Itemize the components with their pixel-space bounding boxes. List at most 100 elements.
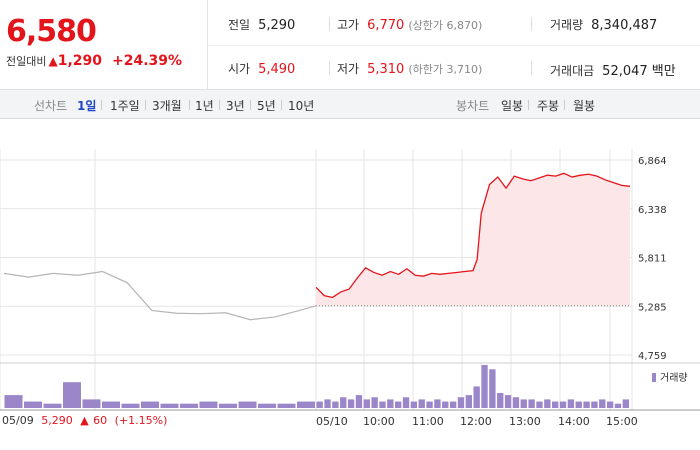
volume-bar	[544, 399, 551, 408]
ref-up-arrow-icon: ▲	[80, 414, 89, 427]
divider	[219, 100, 220, 110]
x-tick-label: 05/10	[316, 415, 348, 428]
volume-bar	[43, 403, 62, 408]
y-tick-label: 5,285	[638, 302, 667, 313]
volume-bar	[63, 382, 81, 408]
tab-1d[interactable]: 1일	[77, 99, 97, 113]
volume-bar	[489, 369, 496, 408]
divider	[531, 17, 532, 31]
volume-bar	[614, 403, 622, 408]
divider	[531, 61, 532, 75]
high-value: 6,770	[367, 18, 405, 33]
price-area-fill	[316, 173, 630, 306]
volume-bar	[410, 401, 418, 408]
volume-bar	[395, 401, 402, 408]
volume-bar	[575, 401, 582, 408]
y-tick-label: 6,338	[638, 205, 667, 216]
prev-close: 전일 5,290	[228, 16, 295, 33]
reference-price-label: 05/09 5,290 ▲ 60 (+1.15%)	[2, 414, 167, 427]
volume-bar	[24, 401, 42, 408]
volume-bar	[583, 401, 590, 408]
tab-1y[interactable]: 1년	[195, 99, 214, 113]
current-day-line	[315, 172, 631, 299]
volume-bar	[238, 401, 257, 408]
lower-limit-note: (하한가 3,710)	[408, 63, 483, 76]
volume-bar	[316, 401, 323, 408]
volume-bar	[347, 399, 355, 408]
tab-10y[interactable]: 10년	[288, 99, 315, 113]
low-value: 5,310	[367, 62, 405, 77]
quote-header: 6,580 전일대비 ▲1,290 +24.39% 전일 5,290 시가 5,490 …	[0, 0, 700, 90]
line-chart-label: 선차트	[34, 99, 68, 113]
amount-label: 거래대금	[550, 64, 595, 78]
volume-bar	[332, 401, 339, 408]
tab-3m[interactable]: 3개월	[152, 99, 182, 113]
x-tick-label: 13:00	[509, 415, 541, 428]
prev-close-value: 5,290	[258, 18, 296, 33]
volume-bar	[606, 401, 614, 408]
tab-5y[interactable]: 5년	[257, 99, 276, 113]
volume-bars	[4, 365, 629, 408]
candle-chart-label: 봉차트	[456, 99, 490, 113]
volume-bar	[599, 399, 606, 408]
x-tick-label: 12:00	[460, 415, 492, 428]
divider	[329, 17, 330, 31]
ref-date: 05/09	[2, 414, 34, 427]
volume-bar	[442, 401, 449, 408]
volume-legend: 거래량	[660, 372, 688, 384]
volume-bar	[497, 392, 504, 408]
volume-bar	[457, 397, 465, 408]
low-price: 저가 5,310 (하한가 3,710)	[337, 60, 482, 77]
change-percent: +24.39%	[112, 53, 183, 69]
ref-price: 5,290	[41, 414, 73, 427]
tab-1w[interactable]: 1주일	[110, 99, 140, 113]
tab-monthly-candle[interactable]: 월봉	[573, 99, 596, 113]
ref-change: 60	[93, 414, 107, 427]
volume-bar	[160, 403, 179, 408]
upper-limit-note: (상한가 6,870)	[408, 19, 483, 32]
volume-bar	[371, 397, 378, 408]
prev-close-label: 전일	[228, 18, 251, 32]
divider	[281, 100, 282, 110]
y-tick-label: 6,864	[638, 156, 667, 167]
volume-bar	[528, 399, 535, 408]
volume-bar	[559, 401, 567, 408]
volume-bar	[199, 401, 218, 408]
y-tick-label: 4,759	[638, 351, 667, 362]
y-axis-labels: 6,864 6,338 5,811 5,285 4,759	[638, 156, 667, 362]
volume-bar	[340, 397, 347, 408]
volume-bar	[622, 399, 629, 408]
volume-bar	[449, 401, 457, 408]
volume-bar	[552, 401, 559, 408]
open-label: 시가	[228, 62, 251, 76]
y-tick-label: 5,811	[638, 254, 667, 265]
volume-bar	[219, 403, 237, 408]
current-price-box: 6,580 전일대비 ▲1,290 +24.39%	[0, 0, 208, 90]
volume-bar	[426, 401, 433, 408]
volume-bar	[180, 403, 198, 408]
previous-day-line	[3, 270, 317, 321]
volume-bar	[355, 395, 363, 408]
price-chart: 6,864 6,338 5,811 5,285 4,759 05/10 10:00 11:0…	[0, 119, 700, 450]
volume-bar	[4, 395, 23, 408]
tab-daily-candle[interactable]: 일봉	[501, 99, 524, 113]
divider	[145, 100, 146, 110]
volume-bar	[141, 401, 159, 408]
tab-3y[interactable]: 3년	[226, 99, 245, 113]
high-price: 고가 6,770 (상한가 6,870)	[337, 16, 482, 33]
current-price: 6,580	[6, 14, 97, 49]
volume-bar	[473, 386, 480, 408]
volume-value: 8,340,487	[591, 18, 658, 33]
open-price: 시가 5,490	[228, 60, 295, 77]
price-change: 전일대비 ▲1,290 +24.39%	[6, 53, 182, 69]
trade-volume: 거래량 8,340,487	[550, 16, 657, 33]
tab-weekly-candle[interactable]: 주봉	[537, 99, 560, 113]
volume-bar	[465, 395, 472, 408]
volume-bar	[324, 399, 331, 408]
volume-bar	[82, 399, 101, 408]
volume-bar	[418, 399, 425, 408]
open-value: 5,490	[258, 62, 296, 77]
volume-bar	[379, 401, 386, 408]
x-tick-label: 15:00	[606, 415, 638, 428]
divider	[189, 100, 190, 110]
